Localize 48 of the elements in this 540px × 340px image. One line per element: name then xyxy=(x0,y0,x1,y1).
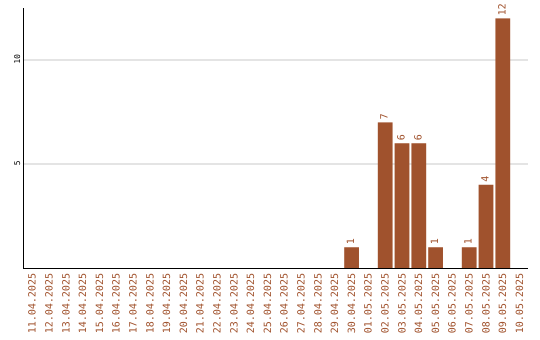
x-tick-label: 20.04.2025 xyxy=(178,273,190,334)
x-tick-label: 02.05.2025 xyxy=(380,273,392,334)
x-tick-label: 23.04.2025 xyxy=(229,273,240,334)
x-tick-label: 15.04.2025 xyxy=(94,273,106,334)
x-tick-label: 16.04.2025 xyxy=(112,273,123,334)
bar xyxy=(478,184,494,268)
data-label: 7 xyxy=(380,113,391,120)
data-label: 1 xyxy=(430,238,442,244)
x-tick-label: 08.05.2025 xyxy=(481,273,492,334)
x-tick-label: 26.04.2025 xyxy=(280,273,291,334)
bar xyxy=(495,18,510,268)
x-tick-label: 04.05.2025 xyxy=(414,273,426,334)
x-tick-label: 19.04.2025 xyxy=(162,273,174,334)
x-tick-label: 07.05.2025 xyxy=(464,273,476,334)
x-tick-label: 06.05.2025 xyxy=(448,273,459,334)
x-tick-label: 30.04.2025 xyxy=(346,273,358,334)
x-tick-label: 13.04.2025 xyxy=(61,273,72,334)
data-label: 1 xyxy=(346,238,358,244)
data-label: 12 xyxy=(497,3,508,16)
x-tick-label: 24.04.2025 xyxy=(246,273,258,334)
x-tick-label: 09.05.2025 xyxy=(498,273,510,334)
x-tick-label: 17.04.2025 xyxy=(128,273,140,334)
x-tick-label: 28.04.2025 xyxy=(313,273,324,334)
x-tick-label: 22.04.2025 xyxy=(212,273,224,334)
data-label: 6 xyxy=(396,134,408,140)
x-tick-label: 21.04.2025 xyxy=(196,273,207,334)
x-tick-label: 25.04.2025 xyxy=(262,273,274,334)
x-tick-label: 14.04.2025 xyxy=(78,273,90,334)
data-label: 1 xyxy=(464,238,475,244)
x-tick-label: 10.05.2025 xyxy=(514,273,526,334)
bar xyxy=(378,122,393,268)
x-tick-label: 29.04.2025 xyxy=(330,273,342,334)
x-tick-label: 03.05.2025 xyxy=(397,273,408,334)
data-label: 4 xyxy=(480,176,492,182)
x-tick-label: 05.05.2025 xyxy=(430,273,442,334)
bar xyxy=(394,143,410,268)
bar xyxy=(411,143,426,268)
y-tick-label: 10 xyxy=(12,54,22,64)
x-tick-label: 01.05.2025 xyxy=(364,273,375,334)
bar xyxy=(344,247,359,268)
x-tick-label: 27.04.2025 xyxy=(296,273,308,334)
data-label: 6 xyxy=(413,134,424,140)
bar xyxy=(462,247,477,268)
x-tick-label: 11.04.2025 xyxy=(28,273,39,334)
x-tick-label: 18.04.2025 xyxy=(145,273,156,334)
y-tick-label: 5 xyxy=(12,160,22,166)
x-tick-label: 12.04.2025 xyxy=(44,273,56,334)
bar xyxy=(428,247,443,268)
